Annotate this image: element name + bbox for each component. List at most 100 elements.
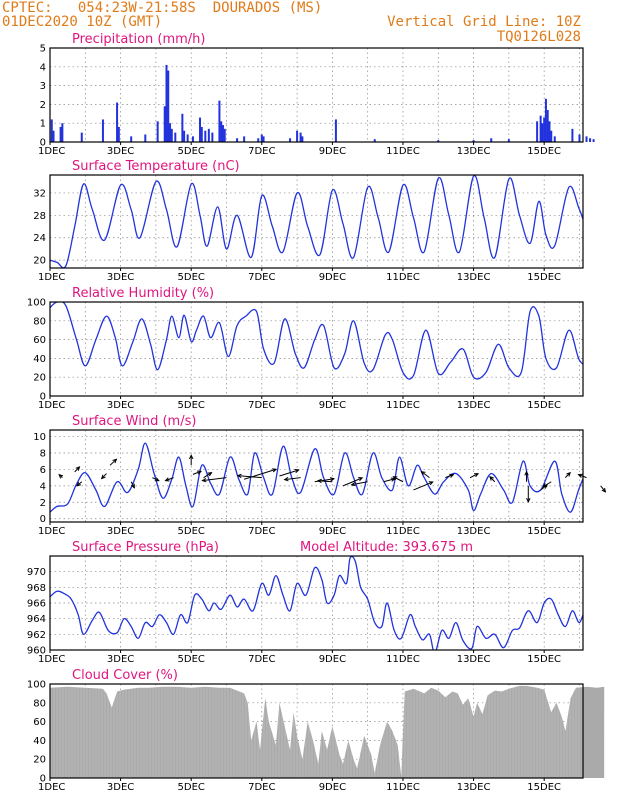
wind-arrow-head	[392, 476, 398, 481]
wind-arrow	[203, 472, 212, 479]
wind-arrow-head	[130, 483, 135, 489]
panel-frame	[49, 47, 584, 143]
y-tick-label: 100	[27, 680, 46, 691]
precip-bar	[163, 106, 166, 142]
precip-bar	[296, 130, 299, 142]
y-tick-label: 964	[27, 614, 46, 625]
wind-arrow	[192, 470, 202, 475]
wind-arrow	[383, 478, 395, 483]
wind-arrow-head	[201, 478, 207, 483]
wind-arrow-head	[100, 474, 106, 480]
panel-title: Surface Pressure (hPa)	[72, 540, 219, 555]
x-tick-label: 11DEC	[386, 146, 420, 157]
x-tick-label: 3DEC	[107, 654, 134, 665]
precip-bar	[223, 128, 226, 142]
precip-bar	[50, 119, 53, 142]
precip-bar	[130, 136, 133, 142]
x-tick-label: 1DEC	[38, 526, 65, 537]
panel-title: Precipitation (mm/h)	[72, 32, 205, 47]
y-tick-label: 40	[33, 736, 46, 747]
x-tick-label: 7DEC	[248, 782, 275, 793]
precip-bar	[80, 132, 83, 142]
precip-bar	[186, 134, 189, 142]
precip-bar	[218, 100, 221, 142]
precip-bar	[472, 140, 475, 142]
wind-arrow	[101, 473, 107, 479]
wind-arrow	[284, 477, 301, 481]
x-tick-label: 15DEC	[527, 526, 561, 537]
x-tick-label: 13DEC	[457, 400, 491, 411]
x-tick-label: 7DEC	[248, 654, 275, 665]
x-tick-label: 11DEC	[386, 782, 420, 793]
precip-bar	[181, 113, 184, 142]
panel-5: 960 962 964 966 968 970 1DEC 3DEC 5DEC 7DEC 9DEC 11…	[27, 540, 584, 665]
precip-bar	[301, 136, 304, 142]
y-tick-label: 0	[40, 138, 46, 149]
precip-bar	[200, 126, 203, 142]
panel-4: 0 2 4 6 8 10 1DEC 3DEC 5DEC 7DEC 9DEC 11DEC 13DEC 15D…	[33, 414, 607, 537]
wind-arrow	[413, 481, 433, 491]
x-tick-label: 7DEC	[248, 400, 275, 411]
wind-arrow-head	[350, 481, 356, 487]
y-tick-label: 962	[27, 630, 46, 641]
precip-bar	[589, 138, 592, 142]
y-tick-label: 40	[33, 354, 46, 365]
y-tick-label: 970	[27, 567, 46, 578]
x-tick-label: 13DEC	[457, 782, 491, 793]
precip-bar	[507, 139, 510, 142]
x-tick-label: 1DEC	[38, 782, 65, 793]
y-tick-label: 60	[33, 335, 46, 346]
x-tick-label: 13DEC	[457, 272, 491, 283]
precip-bar	[199, 117, 202, 142]
x-tick-label: 15DEC	[527, 272, 561, 283]
series-line	[50, 556, 583, 650]
wind-arrow-head	[358, 477, 364, 482]
y-tick-label: 960	[27, 646, 46, 657]
precip-bar	[437, 140, 440, 142]
precip-bar	[116, 102, 119, 142]
wind-arrow	[351, 481, 368, 486]
x-tick-label: 7DEC	[248, 146, 275, 157]
wind-arrow	[445, 474, 454, 479]
precip-bar	[299, 132, 302, 142]
wind-arrow	[393, 476, 404, 483]
y-tick-label: 28	[33, 211, 46, 222]
panel-3: 0 20 40 60 80 100 1DEC 3DEC 5DEC 7DEC 9DEC 11DEC 13D…	[27, 286, 584, 411]
x-tick-label: 15DEC	[527, 654, 561, 665]
precip-bar	[204, 130, 207, 142]
wind-arrow	[165, 477, 174, 482]
precip-bar	[373, 139, 376, 142]
wind-arrow-head	[329, 477, 336, 482]
x-tick-label: 5DEC	[178, 400, 205, 411]
wind-arrow-head	[524, 470, 529, 476]
precip-bar	[101, 119, 104, 142]
x-tick-label: 3DEC	[107, 272, 134, 283]
precip-bar	[260, 134, 263, 142]
precip-bar	[243, 136, 246, 142]
x-tick-label: 5DEC	[178, 782, 205, 793]
precip-bar	[553, 136, 556, 142]
x-tick-label: 3DEC	[107, 400, 134, 411]
wind-arrow	[243, 468, 277, 480]
wind-arrow-head	[236, 473, 242, 479]
wind-arrow-head	[272, 468, 278, 473]
panel-1: 0 1 2 3 4 5 1DEC 3DEC 5DEC 7DEC 9DEC 11DEC 13DEC 15DE…	[38, 32, 595, 157]
panel-frame	[49, 429, 584, 523]
x-tick-label: 11DEC	[386, 400, 420, 411]
y-tick-label: 1	[40, 119, 46, 130]
wind-arrow-head	[449, 473, 455, 478]
wind-arrow	[109, 458, 117, 466]
y-tick-label: 80	[33, 316, 46, 327]
x-tick-label: 5DEC	[178, 146, 205, 157]
wind-arrow-head	[112, 458, 118, 464]
x-tick-label: 13DEC	[457, 526, 491, 537]
y-tick-label: 2	[40, 100, 46, 111]
x-tick-label: 3DEC	[107, 146, 134, 157]
series-line	[50, 442, 583, 513]
series-line	[50, 302, 583, 380]
precip-bar	[61, 123, 64, 142]
wind-arrow	[279, 469, 299, 477]
precip-bar	[174, 132, 177, 142]
precip-bar	[170, 128, 173, 142]
panel-title: Surface Wind (m/s)	[72, 414, 196, 429]
